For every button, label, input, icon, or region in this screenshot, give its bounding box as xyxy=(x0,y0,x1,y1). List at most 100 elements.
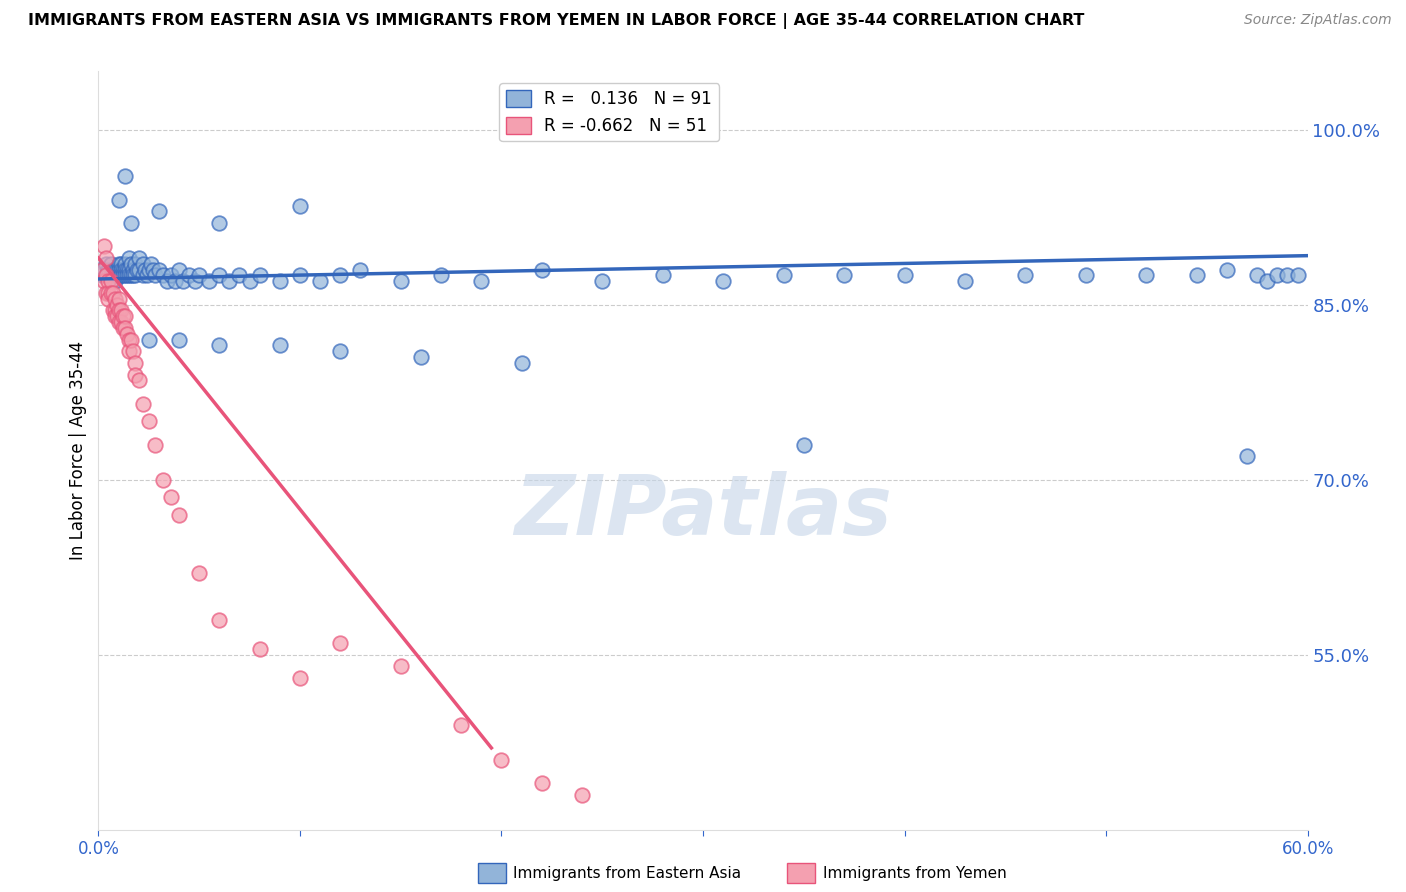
Point xyxy=(249,641,271,656)
Point xyxy=(125,262,148,277)
Point xyxy=(269,338,291,352)
Point xyxy=(97,274,120,288)
Point xyxy=(167,262,190,277)
Point xyxy=(121,344,143,359)
Point xyxy=(893,268,915,283)
Point xyxy=(114,268,136,283)
Point xyxy=(110,262,132,277)
Point xyxy=(1185,268,1208,283)
Point xyxy=(711,274,734,288)
Point xyxy=(134,262,156,277)
Point xyxy=(349,262,371,277)
Point xyxy=(184,274,207,288)
Point xyxy=(103,262,125,277)
Point xyxy=(105,310,128,324)
Point xyxy=(208,268,231,283)
Point xyxy=(124,257,146,271)
Point xyxy=(128,374,150,388)
Point xyxy=(491,753,513,767)
Point xyxy=(91,262,114,277)
Point xyxy=(160,490,183,504)
Point xyxy=(329,344,352,359)
Point xyxy=(329,268,352,283)
Point xyxy=(208,216,231,230)
Point xyxy=(128,251,150,265)
Point xyxy=(114,257,136,271)
Y-axis label: In Labor Force | Age 35-44: In Labor Force | Age 35-44 xyxy=(69,341,87,560)
Point xyxy=(1236,450,1258,464)
Text: Immigrants from Eastern Asia: Immigrants from Eastern Asia xyxy=(513,866,741,880)
Point xyxy=(1014,268,1036,283)
Point xyxy=(110,257,132,271)
Point xyxy=(139,257,162,271)
Point xyxy=(96,268,118,283)
Point xyxy=(97,285,120,300)
Point xyxy=(228,268,250,283)
Point xyxy=(111,321,134,335)
Point xyxy=(107,193,129,207)
Point xyxy=(132,268,155,283)
Point xyxy=(96,257,118,271)
Point xyxy=(114,169,136,184)
Point xyxy=(309,274,332,288)
Point xyxy=(152,473,174,487)
Point xyxy=(103,268,125,283)
Point xyxy=(152,268,174,283)
Point xyxy=(1216,262,1239,277)
Point xyxy=(651,268,673,283)
Point xyxy=(132,257,155,271)
Point xyxy=(114,321,136,335)
Point xyxy=(107,262,129,277)
Point xyxy=(107,292,129,306)
Point xyxy=(107,257,129,271)
Point xyxy=(118,344,141,359)
Point xyxy=(120,216,142,230)
Point xyxy=(135,268,157,283)
Point xyxy=(110,315,132,329)
Point xyxy=(143,268,166,283)
Point xyxy=(208,613,231,627)
Point xyxy=(409,350,432,364)
Point xyxy=(124,368,146,382)
Point xyxy=(269,274,291,288)
Point xyxy=(93,262,115,277)
Point xyxy=(167,333,190,347)
Text: Source: ZipAtlas.com: Source: ZipAtlas.com xyxy=(1244,13,1392,28)
Point xyxy=(571,788,593,802)
Point xyxy=(100,257,122,271)
Point xyxy=(101,262,124,277)
Point xyxy=(118,251,141,265)
Point xyxy=(103,292,125,306)
Point xyxy=(156,274,179,288)
Point xyxy=(953,274,976,288)
Point xyxy=(101,274,124,288)
Point xyxy=(172,274,194,288)
Point xyxy=(96,285,118,300)
Point xyxy=(110,268,132,283)
Point xyxy=(118,333,141,347)
Point xyxy=(111,262,134,277)
Point xyxy=(148,204,170,219)
Point xyxy=(93,239,115,253)
Point xyxy=(142,262,165,277)
Point xyxy=(591,274,613,288)
Legend: R =   0.136   N = 91, R = -0.662   N = 51: R = 0.136 N = 91, R = -0.662 N = 51 xyxy=(499,84,718,142)
Point xyxy=(188,268,211,283)
Point xyxy=(1246,268,1268,283)
Point xyxy=(111,310,134,324)
Point xyxy=(793,437,815,451)
Point xyxy=(97,262,120,277)
Point xyxy=(97,268,120,283)
Point xyxy=(101,303,124,318)
Point xyxy=(124,356,146,370)
Point xyxy=(100,268,122,283)
Point xyxy=(1286,268,1309,283)
Point xyxy=(239,274,262,288)
Point xyxy=(105,268,128,283)
Point xyxy=(1267,268,1289,283)
Point xyxy=(121,268,143,283)
Point xyxy=(389,274,412,288)
Point xyxy=(1277,268,1299,283)
Point xyxy=(138,333,160,347)
Point xyxy=(188,566,211,580)
